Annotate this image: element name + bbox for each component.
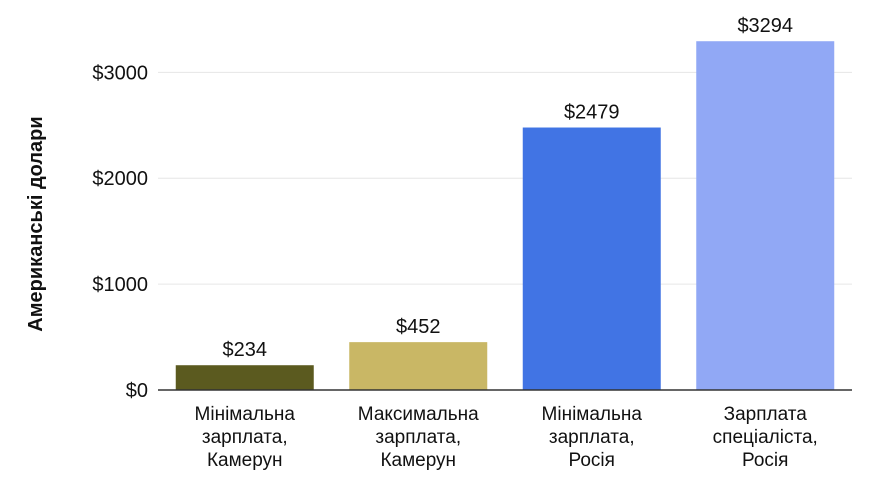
y-axis-ticks: $0 $1000 $2000 $3000 bbox=[92, 62, 148, 402]
y-tick-label: $2000 bbox=[92, 168, 148, 190]
category-label: Мінімальна зарплата, Камерун bbox=[195, 404, 296, 471]
bar bbox=[349, 342, 488, 390]
y-tick-label: $1000 bbox=[92, 274, 148, 296]
bar bbox=[175, 365, 314, 390]
bar-value-label: $3294 bbox=[737, 15, 793, 37]
y-tick-label: $3000 bbox=[92, 62, 148, 84]
y-tick-label: $0 bbox=[126, 380, 148, 402]
bar-value-label: $2479 bbox=[564, 102, 620, 124]
bar-value-label: $234 bbox=[223, 339, 268, 361]
bars: $234 $452 $2479 $3294 bbox=[175, 15, 835, 391]
category-label: Мінімальна зарплата, Росія bbox=[542, 404, 643, 471]
category-label: Зарплата спеціаліста, Росія bbox=[713, 404, 818, 471]
bar bbox=[696, 41, 835, 390]
x-axis-categories: Мінімальна зарплата, Камерун Максимальна зар… bbox=[195, 404, 818, 471]
bar bbox=[522, 127, 661, 391]
bar-value-label: $452 bbox=[396, 316, 441, 338]
y-axis-title: Американські долари bbox=[25, 116, 47, 331]
category-label: Максимальна зарплата, Камерун bbox=[358, 404, 479, 471]
